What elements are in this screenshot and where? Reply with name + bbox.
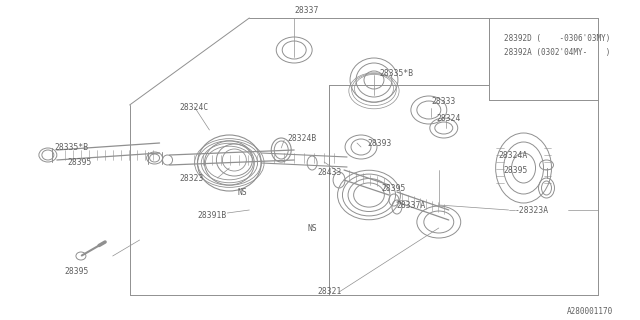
Text: 28324B: 28324B — [287, 133, 316, 142]
Text: 28323: 28323 — [179, 173, 204, 182]
Text: -28323A: -28323A — [515, 205, 548, 214]
Text: 28337: 28337 — [294, 5, 319, 14]
Text: 28395: 28395 — [65, 268, 89, 276]
Text: 28391B: 28391B — [198, 211, 227, 220]
Text: 28321: 28321 — [317, 287, 342, 297]
Text: 28333: 28333 — [432, 97, 456, 106]
Text: 28395: 28395 — [381, 183, 405, 193]
Text: 28324A: 28324A — [499, 150, 528, 159]
Text: 28392D (    -0306'03MY): 28392D ( -0306'03MY) — [504, 34, 610, 43]
Text: A280001170: A280001170 — [567, 308, 613, 316]
Text: NS: NS — [237, 188, 247, 196]
Text: 28395: 28395 — [68, 157, 92, 166]
Text: 28324C: 28324C — [179, 102, 209, 111]
Text: 28395: 28395 — [504, 165, 528, 174]
Text: 28392A (0302'04MY-    ): 28392A (0302'04MY- ) — [504, 47, 610, 57]
Text: 28337A: 28337A — [397, 201, 426, 210]
Text: NS: NS — [307, 223, 317, 233]
Text: 28335*B: 28335*B — [55, 142, 89, 151]
Text: 28335*B: 28335*B — [379, 68, 413, 77]
Text: 28324: 28324 — [437, 114, 461, 123]
Text: 28393: 28393 — [367, 139, 392, 148]
Text: 28433: 28433 — [317, 167, 342, 177]
